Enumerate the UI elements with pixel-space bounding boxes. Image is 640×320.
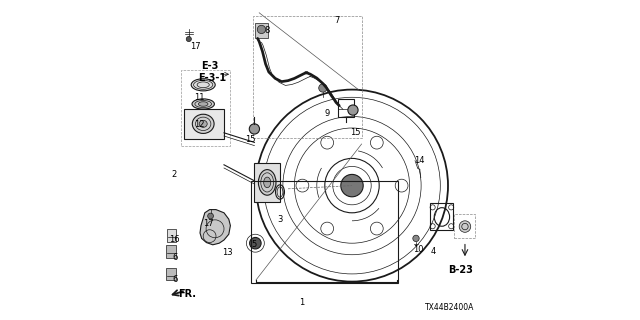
- Text: 17: 17: [204, 220, 214, 228]
- Text: E-3: E-3: [201, 60, 218, 71]
- Bar: [338, 99, 354, 117]
- Bar: [253, 16, 362, 138]
- Ellipse shape: [199, 120, 207, 127]
- Ellipse shape: [264, 177, 271, 188]
- Bar: [254, 163, 280, 202]
- Circle shape: [341, 174, 364, 197]
- Ellipse shape: [192, 114, 214, 133]
- Bar: [454, 214, 476, 238]
- Bar: [184, 109, 224, 139]
- Text: 13: 13: [223, 248, 233, 257]
- Text: 4: 4: [430, 247, 436, 256]
- Text: 2: 2: [172, 170, 177, 179]
- Circle shape: [186, 36, 191, 42]
- Ellipse shape: [198, 102, 208, 106]
- Text: 12: 12: [193, 120, 204, 129]
- Text: 15: 15: [245, 135, 255, 144]
- Text: B-23: B-23: [448, 265, 472, 276]
- Polygon shape: [200, 210, 230, 245]
- Text: 5: 5: [251, 240, 257, 249]
- Text: 11: 11: [193, 93, 204, 102]
- Ellipse shape: [192, 99, 214, 109]
- Text: 6: 6: [173, 276, 178, 284]
- Text: 16: 16: [169, 236, 180, 244]
- Text: 1: 1: [300, 298, 305, 307]
- Text: 3: 3: [277, 215, 282, 224]
- Text: E-3-1: E-3-1: [198, 73, 226, 84]
- Bar: [166, 268, 176, 280]
- Circle shape: [460, 221, 471, 232]
- Text: FR.: FR.: [178, 289, 196, 299]
- Text: TX44B2400A: TX44B2400A: [425, 303, 474, 312]
- Text: 9: 9: [325, 109, 330, 118]
- Circle shape: [348, 105, 358, 115]
- Text: 8: 8: [264, 26, 269, 35]
- Circle shape: [319, 84, 327, 92]
- Circle shape: [413, 235, 419, 242]
- Ellipse shape: [259, 170, 276, 195]
- Text: 6: 6: [173, 253, 178, 262]
- Ellipse shape: [191, 79, 215, 91]
- Bar: [166, 245, 176, 258]
- Bar: [251, 181, 398, 283]
- Bar: [167, 229, 176, 242]
- Bar: [430, 203, 453, 230]
- Circle shape: [250, 237, 261, 249]
- Text: 17: 17: [191, 42, 201, 51]
- Text: 15: 15: [351, 128, 361, 137]
- Bar: [255, 23, 268, 38]
- Circle shape: [257, 25, 266, 34]
- Text: 14: 14: [415, 156, 425, 164]
- Circle shape: [207, 213, 214, 219]
- Bar: [181, 70, 230, 146]
- Circle shape: [249, 124, 260, 134]
- Text: 10: 10: [413, 245, 423, 254]
- Text: 7: 7: [334, 16, 340, 25]
